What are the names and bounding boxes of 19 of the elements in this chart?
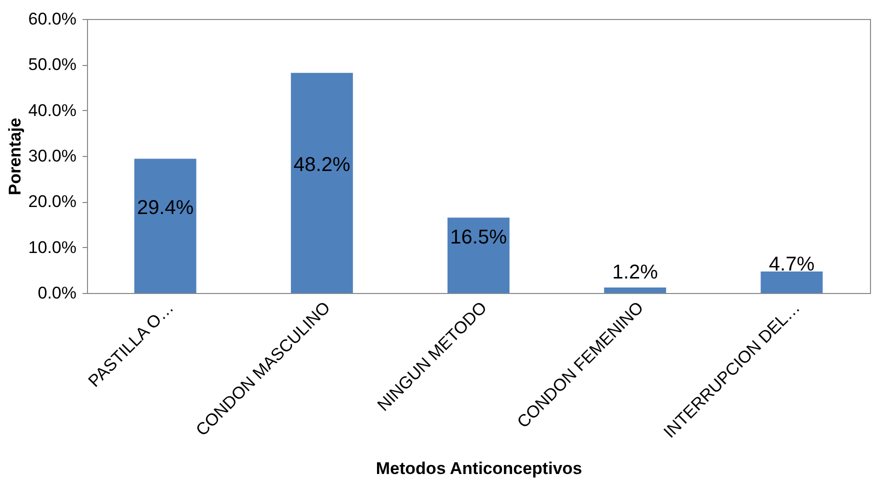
data-label: 4.7%: [768, 253, 815, 276]
bar: [448, 218, 510, 293]
y-tick-label: 0.0%: [38, 284, 76, 302]
bar: [604, 288, 666, 293]
bar: [134, 158, 196, 293]
data-label: 1.2%: [612, 261, 658, 284]
y-tick-label: 10.0%: [28, 238, 76, 257]
y-tick-label: 50.0%: [28, 55, 76, 74]
y-tick-label: 40.0%: [28, 100, 76, 120]
y-tick-label: 60.0%: [28, 10, 76, 28]
y-tick-label: 30.0%: [28, 146, 76, 166]
y-tick-label: 20.0%: [28, 192, 76, 212]
data-label: 16.5%: [450, 226, 508, 248]
data-label: 48.2%: [294, 154, 350, 176]
bar: [290, 72, 353, 293]
data-label: 29.4%: [136, 196, 194, 219]
bar: [760, 272, 823, 293]
x-axis-title: Metodos Anticonceptivos: [376, 459, 582, 478]
y-axis-title: Porentaje: [5, 118, 24, 196]
